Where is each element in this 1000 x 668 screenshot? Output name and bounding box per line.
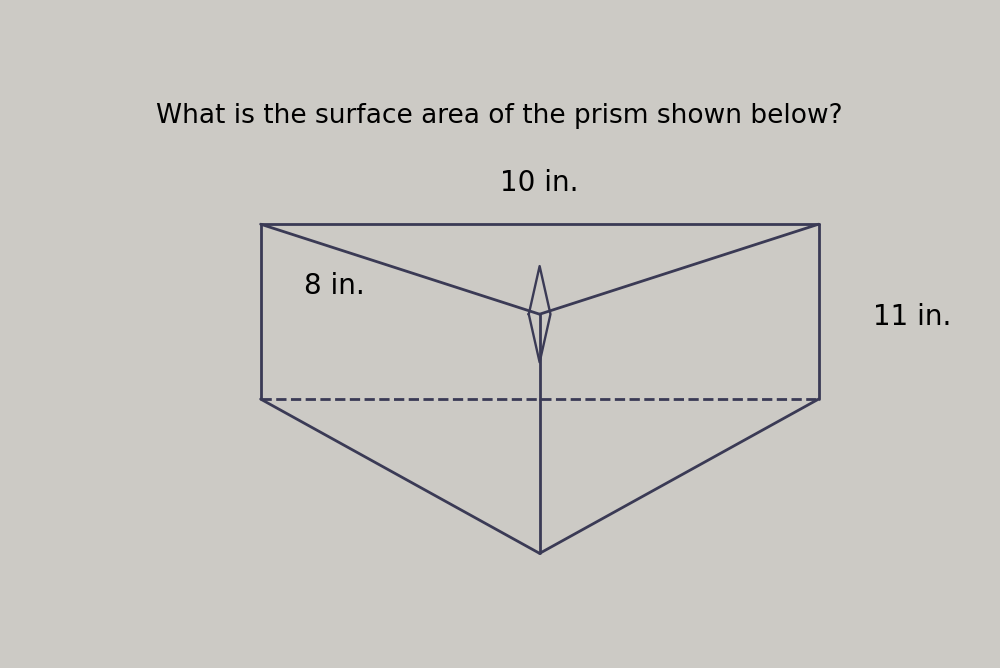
Text: 11 in.: 11 in. <box>873 303 951 331</box>
Text: What is the surface area of the prism shown below?: What is the surface area of the prism sh… <box>156 103 843 129</box>
Text: 10 in.: 10 in. <box>500 169 579 197</box>
Text: 8 in.: 8 in. <box>304 272 365 300</box>
